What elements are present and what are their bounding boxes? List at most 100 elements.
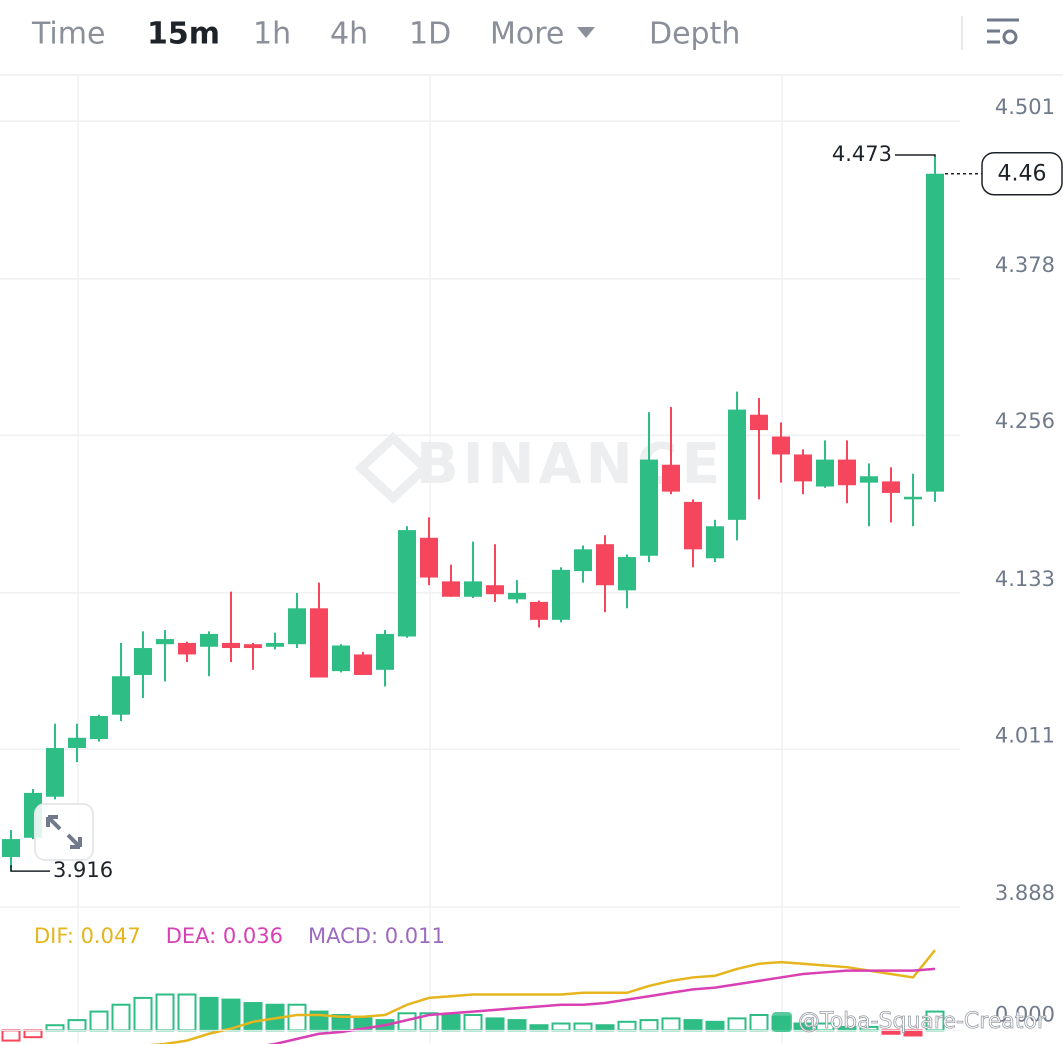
expand-button[interactable] (34, 803, 94, 861)
candle-body (442, 581, 460, 597)
y-tick-label: 4.501 (995, 95, 1055, 119)
macd-bar (155, 993, 175, 1032)
macd-bar (67, 1019, 87, 1032)
candle-body (68, 737, 86, 749)
macd-bar (727, 1017, 747, 1032)
settings-icon[interactable] (987, 18, 1019, 45)
candle-body (860, 476, 878, 483)
candle-body (288, 608, 306, 645)
candle-body (178, 642, 196, 655)
candle-body (354, 654, 372, 675)
candle-body (662, 464, 680, 492)
candle-body (926, 173, 944, 492)
y-tick-label: 4.378 (995, 253, 1055, 277)
candle-body (728, 409, 746, 520)
macd-bar (705, 1020, 725, 1032)
annotations: 4.473 3.916 4.46 (10, 142, 1063, 882)
tab[interactable]: 1D (409, 17, 451, 52)
y-tick-label: 4.011 (995, 723, 1055, 747)
macd-axis: 0.000 (0, 1002, 1055, 1031)
candle-body (486, 585, 504, 595)
candle-body (552, 569, 570, 620)
macd-bar (551, 1022, 571, 1032)
candle-body (530, 601, 548, 620)
candle-body (882, 481, 900, 493)
macd-bar (463, 1013, 483, 1032)
candle-body (134, 648, 152, 675)
macd-bar (199, 996, 219, 1032)
candle-body (222, 642, 240, 649)
candle-body (332, 645, 350, 672)
tab[interactable]: Time (31, 17, 105, 52)
candle-body (640, 459, 658, 556)
tab[interactable]: Depth (649, 17, 740, 52)
tab[interactable]: 4h (330, 17, 368, 52)
legend-entry: MACD: 0.011 (308, 924, 445, 948)
y-tick-label: 4.256 (995, 409, 1055, 433)
candle-body (574, 549, 592, 572)
y-tick-label: 4.133 (995, 567, 1055, 591)
candle-body (464, 581, 482, 597)
y-tick-label: 3.888 (995, 881, 1055, 905)
macd-bar (639, 1019, 659, 1032)
candle-body (508, 592, 526, 600)
candle-body (244, 644, 262, 649)
last-price-label: 4.46 (998, 162, 1047, 187)
macd-bar (595, 1024, 615, 1032)
legend-entry: DEA: 0.036 (166, 924, 283, 948)
macd-bar (617, 1020, 637, 1032)
macd-bar (485, 1017, 505, 1032)
candle-body (706, 526, 724, 559)
candle-body (398, 530, 416, 637)
price-grid: 3.888 4.011 4.133 4.256 4.378 4.501 (0, 95, 1055, 908)
candle-body (772, 436, 790, 455)
candles (2, 157, 944, 872)
macd-bar (507, 1019, 527, 1032)
macd-line (266, 967, 936, 1044)
candle-body (156, 639, 174, 645)
credit-text: @Toba-Square-Creator (798, 1009, 1047, 1034)
candle-body (46, 748, 64, 797)
candle-body (794, 454, 812, 482)
tab-bar: Time 15m 1h 4h 1D More Depth (0, 16, 1063, 76)
low-leader (10, 865, 50, 872)
candle-body (420, 537, 438, 578)
macd-bar (111, 1003, 131, 1032)
candle-body (2, 839, 20, 858)
candle-body (310, 608, 328, 678)
tab[interactable]: More (490, 17, 564, 52)
macd-bar (749, 1013, 769, 1032)
macd-bar (23, 1029, 43, 1039)
candle-body (596, 544, 614, 586)
candle-body (684, 501, 702, 550)
high-label: 4.473 (832, 142, 892, 166)
tab-active[interactable]: 15m (147, 17, 220, 52)
macd-bar (441, 1013, 461, 1032)
macd-bar (661, 1017, 681, 1032)
legend-entry: DIF: 0.047 (34, 924, 141, 948)
candle-body (904, 496, 922, 500)
last-price-box (981, 151, 1063, 196)
macd-bar (89, 1010, 109, 1032)
low-label: 3.916 (53, 858, 113, 882)
macd-bar (133, 996, 153, 1032)
high-leader (895, 154, 936, 158)
macd-bar (529, 1024, 549, 1032)
macd-line (148, 949, 936, 1044)
candle-body (112, 676, 130, 715)
watermark-logo (354, 431, 432, 505)
candle-body (618, 557, 636, 591)
candle-body (266, 642, 284, 647)
y-tick-label: 0.000 (995, 1002, 1055, 1026)
candle-body (90, 715, 108, 740)
tab[interactable]: 1h (253, 17, 291, 52)
macd-bar (573, 1022, 593, 1032)
dropdown-arrow (577, 27, 595, 38)
macd-bar (177, 993, 197, 1032)
candle-body (376, 633, 394, 670)
macd-bar (287, 1003, 307, 1032)
macd-bar (243, 1002, 263, 1032)
macd-legend: DIF: 0.047 DEA: 0.036 MACD: 0.011 (34, 924, 445, 948)
candle-body (816, 459, 834, 487)
